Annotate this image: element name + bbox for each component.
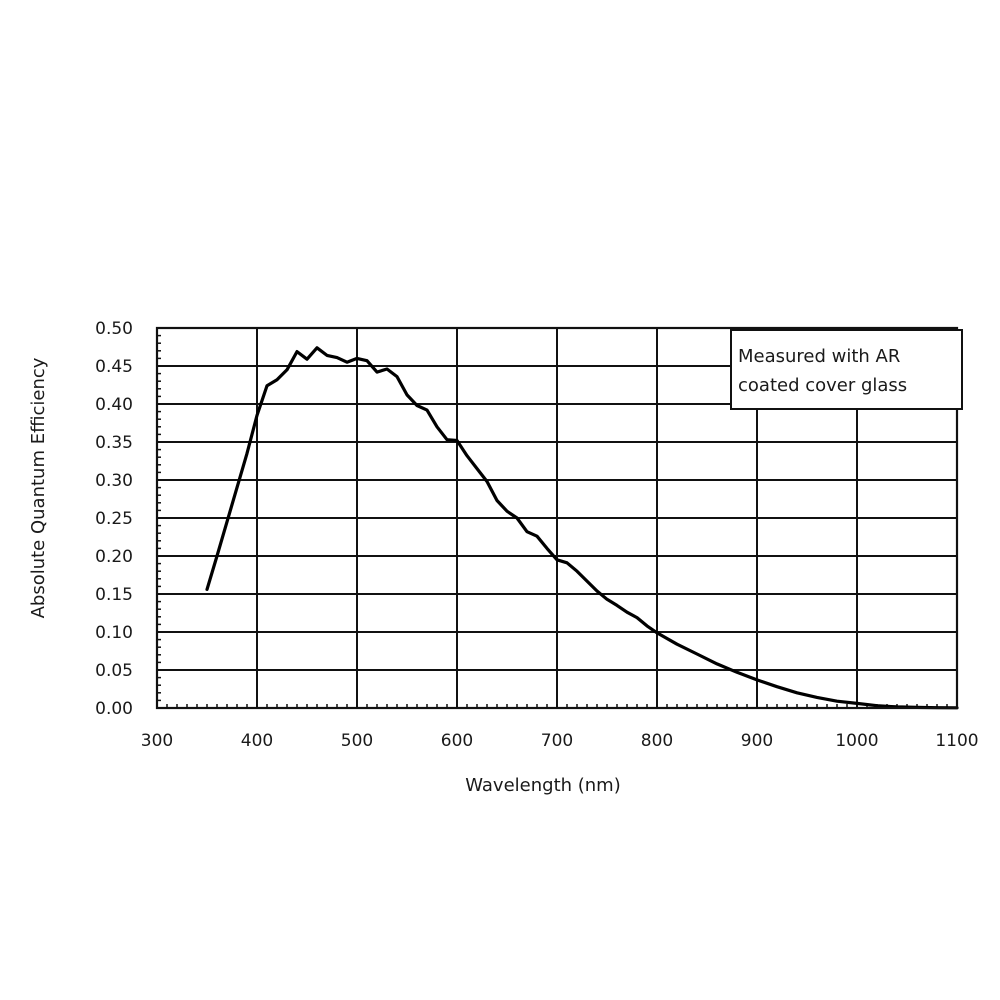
qe-series-line [205, 346, 959, 710]
annotation-line-1: Measured with AR [738, 346, 900, 367]
series-layer [205, 346, 959, 710]
x-axis-title: Wavelength (nm) [465, 775, 621, 796]
y-tick-label: 0.25 [95, 509, 133, 529]
x-tick-label: 400 [241, 731, 273, 751]
x-tick-label: 1000 [835, 731, 878, 751]
annotation-box: Measured with AR coated cover glass [730, 329, 963, 410]
x-tick-label: 700 [541, 731, 573, 751]
x-tick-label: 500 [341, 731, 373, 751]
y-tick-label: 0.20 [95, 547, 133, 567]
x-tick-label: 800 [641, 731, 673, 751]
y-tick-label: 0.35 [95, 433, 133, 453]
x-tick-label: 900 [741, 731, 773, 751]
y-tick-label: 0.10 [95, 623, 133, 643]
plot-frame [155, 326, 959, 710]
y-tick-label: 0.45 [95, 357, 133, 377]
y-tick-label: 0.50 [95, 319, 133, 339]
x-tick-labels: 300 400 500 600 700 800 900 1000 1100 [141, 731, 979, 751]
annotation-line-2: coated cover glass [738, 375, 907, 396]
y-tick-label: 0.05 [95, 661, 133, 681]
y-tick-label: 0.15 [95, 585, 133, 605]
annotation-box-border [730, 329, 963, 410]
x-tick-label: 300 [141, 731, 173, 751]
x-tick-label: 1100 [935, 731, 978, 751]
x-tick-label: 600 [441, 731, 473, 751]
y-tick-label: 0.30 [95, 471, 133, 491]
y-tick-label: 0.40 [95, 395, 133, 415]
grid-lines [156, 327, 958, 709]
y-tick-labels: 0.00 0.05 0.10 0.15 0.20 0.25 0.30 0.35 0.40 0.45… [95, 319, 133, 719]
y-axis-title: Absolute Quantum Efficiency [28, 357, 49, 618]
y-tick-label: 0.00 [95, 699, 133, 719]
